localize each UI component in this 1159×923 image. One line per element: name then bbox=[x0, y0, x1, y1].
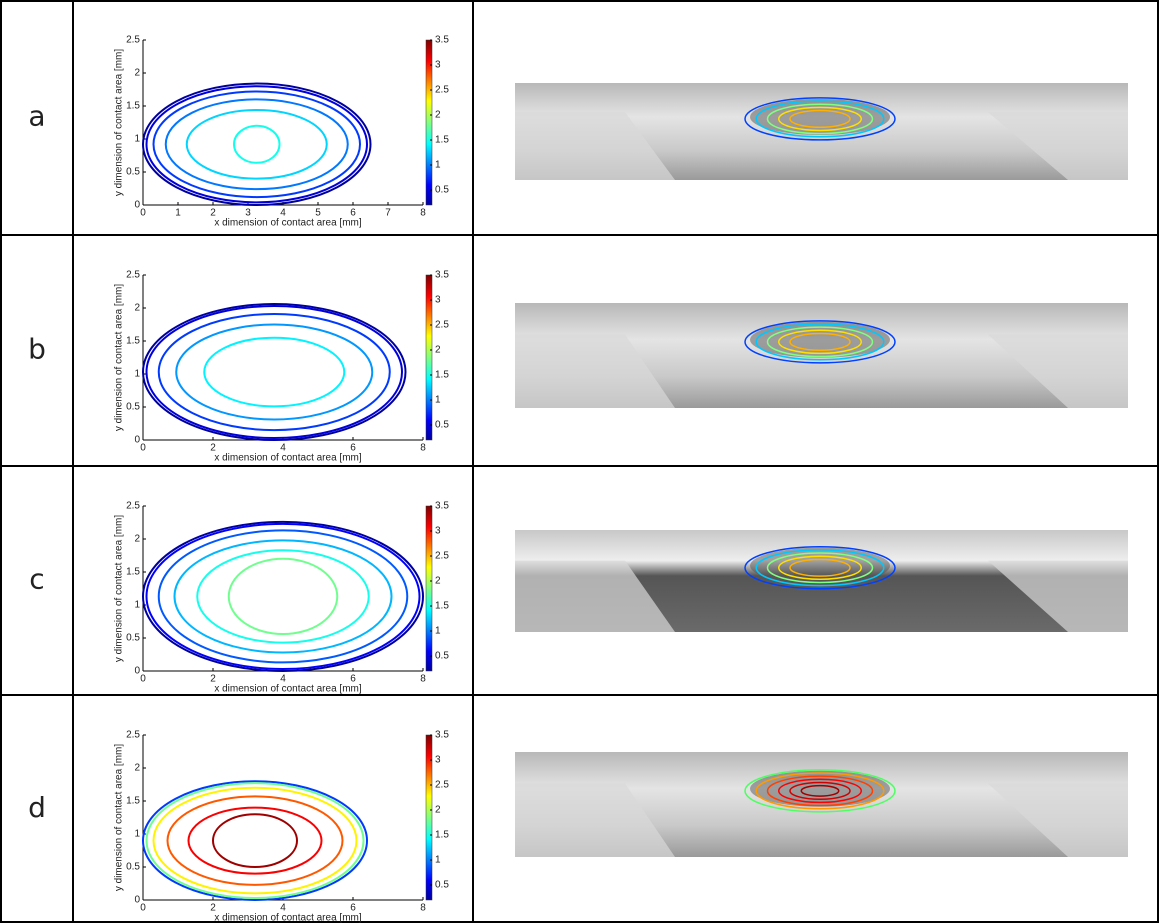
y-axis-label: y dimension of contact area [mm] bbox=[114, 744, 125, 892]
y-tick-label: 1.5 bbox=[126, 101, 140, 112]
colorbar-tick-label: 3.5 bbox=[435, 501, 449, 512]
x-tick-label: 8 bbox=[420, 674, 426, 685]
x-tick-label: 8 bbox=[420, 903, 426, 914]
colorbar-tick-label: 3.5 bbox=[435, 730, 449, 741]
y-tick-label: 1 bbox=[134, 600, 140, 611]
colorbar-tick-label: 3 bbox=[435, 295, 441, 306]
contour-line bbox=[143, 84, 371, 205]
contour-line bbox=[154, 91, 361, 197]
contour-line bbox=[189, 808, 322, 874]
x-tick-label: 0 bbox=[140, 903, 146, 914]
panel-label: b bbox=[28, 333, 46, 366]
colorbar-tick-label: 3 bbox=[435, 526, 441, 537]
contour-line bbox=[147, 86, 368, 202]
x-tick-label: 7 bbox=[385, 208, 391, 219]
y-tick-label: 1.5 bbox=[126, 567, 140, 578]
x-tick-label: 0 bbox=[140, 208, 146, 219]
contour-line bbox=[197, 550, 369, 642]
x-axis-label: x dimension of contact area [mm] bbox=[214, 453, 362, 464]
contour-line bbox=[168, 796, 343, 884]
y-tick-label: 0 bbox=[134, 200, 140, 211]
y-tick-label: 2 bbox=[134, 763, 140, 774]
contour-line bbox=[176, 325, 372, 420]
colorbar-tick-label: 1 bbox=[435, 855, 441, 866]
y-tick-label: 1.5 bbox=[126, 336, 140, 347]
colorbar-tick-label: 1.5 bbox=[435, 135, 449, 146]
contour-line bbox=[147, 783, 364, 898]
y-tick-label: 0.5 bbox=[126, 167, 140, 178]
contour-line bbox=[166, 99, 348, 189]
panel-label: c bbox=[29, 563, 44, 596]
panel-label: a bbox=[28, 100, 45, 133]
contour-line bbox=[154, 788, 357, 894]
colorbar-tick-label: 2.5 bbox=[435, 551, 449, 562]
x-tick-label: 1 bbox=[175, 208, 181, 219]
y-tick-label: 0.5 bbox=[126, 402, 140, 413]
contour-line bbox=[187, 110, 327, 179]
y-tick-label: 0.5 bbox=[126, 633, 140, 644]
colorbar-tick-label: 2 bbox=[435, 345, 441, 356]
colorbar-tick-label: 3.5 bbox=[435, 35, 449, 46]
y-axis-label: y dimension of contact area [mm] bbox=[114, 49, 125, 197]
y-tick-label: 2.5 bbox=[126, 35, 140, 46]
y-tick-label: 1 bbox=[134, 134, 140, 145]
colorbar-tick-label: 1 bbox=[435, 395, 441, 406]
contour-line bbox=[234, 126, 280, 163]
colorbar-tick-label: 3 bbox=[435, 60, 441, 71]
contour-line bbox=[147, 306, 403, 438]
y-tick-label: 2 bbox=[134, 534, 140, 545]
contour-line bbox=[143, 522, 423, 671]
contour-line bbox=[213, 814, 297, 867]
figure: abcd01234567800.511.522.5x dimension of … bbox=[0, 0, 1159, 923]
y-tick-label: 0 bbox=[134, 666, 140, 677]
contour-line bbox=[143, 781, 367, 900]
colorbar-tick-label: 3.5 bbox=[435, 270, 449, 281]
x-tick-label: 0 bbox=[140, 443, 146, 454]
y-tick-label: 1.5 bbox=[126, 796, 140, 807]
y-tick-label: 0 bbox=[134, 435, 140, 446]
colorbar-tick-label: 1 bbox=[435, 626, 441, 637]
colorbar-tick-label: 2 bbox=[435, 110, 441, 121]
colorbar-tick-label: 0.5 bbox=[435, 420, 449, 431]
x-axis-label: x dimension of contact area [mm] bbox=[214, 684, 362, 695]
panel-label: d bbox=[28, 791, 46, 824]
x-axis-label: x dimension of contact area [mm] bbox=[214, 913, 362, 923]
y-tick-label: 1 bbox=[134, 829, 140, 840]
y-tick-label: 0 bbox=[134, 895, 140, 906]
colorbar-tick-label: 2.5 bbox=[435, 320, 449, 331]
colorbar-tick-label: 2.5 bbox=[435, 780, 449, 791]
contour-line bbox=[175, 540, 392, 652]
x-tick-label: 8 bbox=[420, 443, 426, 454]
y-tick-label: 0.5 bbox=[126, 862, 140, 873]
colorbar-tick-label: 1.5 bbox=[435, 830, 449, 841]
y-axis-label: y dimension of contact area [mm] bbox=[114, 284, 125, 432]
colorbar-tick-label: 1.5 bbox=[435, 601, 449, 612]
x-tick-label: 8 bbox=[420, 208, 426, 219]
y-tick-label: 2 bbox=[134, 68, 140, 79]
colorbar-tick-label: 2 bbox=[435, 805, 441, 816]
y-tick-label: 2.5 bbox=[126, 730, 140, 741]
colorbar-tick-label: 1 bbox=[435, 160, 441, 171]
contour-line bbox=[229, 559, 338, 634]
x-axis-label: x dimension of contact area [mm] bbox=[214, 218, 362, 229]
contour-line bbox=[204, 338, 344, 407]
contour-line bbox=[159, 314, 390, 430]
x-tick-label: 0 bbox=[140, 674, 146, 685]
colorbar-tick-label: 2.5 bbox=[435, 85, 449, 96]
colorbar-tick-label: 3 bbox=[435, 755, 441, 766]
y-tick-label: 1 bbox=[134, 369, 140, 380]
colorbar-tick-label: 0.5 bbox=[435, 880, 449, 891]
y-tick-label: 2.5 bbox=[126, 501, 140, 512]
contour-line bbox=[147, 524, 420, 669]
colorbar-tick-label: 1.5 bbox=[435, 370, 449, 381]
y-tick-label: 2.5 bbox=[126, 270, 140, 281]
colorbar-tick-label: 0.5 bbox=[435, 185, 449, 196]
y-axis-label: y dimension of contact area [mm] bbox=[114, 515, 125, 663]
y-tick-label: 2 bbox=[134, 303, 140, 314]
colorbar-tick-label: 0.5 bbox=[435, 651, 449, 662]
colorbar-tick-label: 2 bbox=[435, 576, 441, 587]
